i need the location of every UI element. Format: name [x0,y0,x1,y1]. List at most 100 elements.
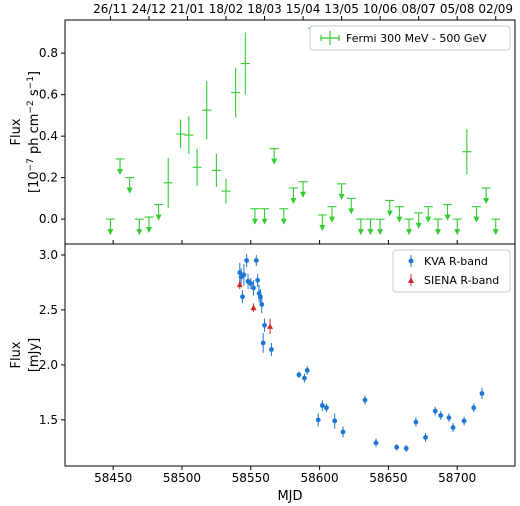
kva-point [471,403,477,413]
top-y-tick-label: 0.8 [39,46,58,60]
kva-point [253,254,259,266]
bottom-y-label-line2: [mJy] [27,338,42,372]
top-legend-box [309,25,511,51]
date-tick-label: 18/03 [247,2,282,16]
kva-point [479,387,485,399]
kva-point [319,400,325,412]
kva-marker [332,418,338,424]
kva-legend-label: KVA R-band [424,255,488,268]
kva-point [260,333,266,353]
x-tick-label: 58650 [369,471,407,485]
fermi-ul-arrow-head [280,218,287,225]
kva-marker [324,405,329,411]
siena-legend-label: SIENA R-band [424,274,499,287]
kva-marker [362,397,368,403]
kva-point [362,395,368,405]
fermi-upper-limit [394,206,404,223]
fermi-ul-arrow-head [348,208,355,215]
fermi-ul-arrow-head [483,198,490,204]
bottom-legend: KVA R-band SIENA R-band [392,249,511,293]
kva-marker [251,285,256,291]
fermi-ul-arrow-head [386,210,393,217]
fermi-upper-limit [279,208,289,225]
kva-marker [479,391,485,396]
kva-point [461,416,467,426]
fermi-upper-limit [481,187,491,204]
kva-point [315,413,321,427]
fermi-point [231,67,241,118]
fermi-upper-limit [366,218,376,236]
kva-marker [340,429,346,435]
kva-marker [413,419,419,425]
fermi-ul-arrow-head [300,191,307,198]
kva-point [332,413,338,429]
fermi-ul-arrow-head [290,198,297,204]
siena-marker [267,323,274,329]
fermi-ul-arrow-head [444,214,451,221]
fermi-ul-arrow-head [126,187,133,194]
siena-point [236,280,243,290]
fermi-upper-limit [337,183,347,200]
siena-point [267,318,274,335]
fermi-ul-arrow-head [117,168,124,175]
kva-point [248,278,254,290]
kva-point [446,413,452,423]
kva-point [450,423,456,432]
fermi-ul-arrow-head [377,229,384,236]
kva-point [241,263,247,286]
kva-point [373,438,379,448]
kva-marker [450,425,456,430]
fermi-upper-limit [298,181,308,198]
kva-marker [394,444,400,450]
bottom-panel-frame [64,243,516,467]
fermi-ul-arrow-head [271,158,278,165]
fermi-upper-limit [105,218,115,236]
kva-marker [373,440,379,446]
kva-marker [241,272,247,278]
fermi-ul-arrow-head [406,229,413,236]
kva-point [403,445,409,452]
fermi-point [192,148,202,186]
fermi-ul-arrow-head [425,216,432,223]
siena-legend-marker [408,274,414,286]
shared-x-ticks [112,240,458,470]
x-tick-label: 58500 [163,471,201,485]
fermi-ul-arrow-head [107,229,114,236]
date-tick-label: 26/11 [93,2,128,16]
top-y-tick-label: 0.2 [39,171,58,185]
fermi-upper-limit [288,187,298,204]
kva-marker [302,375,307,381]
fermi-upper-limit [134,218,144,236]
kva-point [438,411,444,420]
fermi-ul-arrow-head [367,229,374,236]
kva-marker [423,435,428,440]
fermi-legend-label: Fermi 300 MeV - 500 GeV [346,32,487,45]
kva-marker [255,277,261,283]
fermi-upper-limit [250,208,260,225]
kva-point [394,444,400,451]
fermi-upper-limit [154,204,164,221]
fermi-upper-limit [144,216,154,234]
x-axis-label: MJD [277,489,302,504]
fermi-ul-arrow-head [454,229,461,236]
fermi-upper-limit [385,199,395,217]
top-legend: Fermi 300 MeV - 500 GeV [309,25,511,51]
fermi-point [176,119,186,149]
kva-point [251,280,256,296]
date-tick-label: 02/09 [478,2,513,16]
kva-marker [259,302,265,307]
bottom-legend-box [392,249,511,293]
bottom-y-label-line1: Flux [9,341,24,368]
bottom-y-tick-label: 2.5 [39,303,58,317]
kva-marker [471,405,477,411]
kva-point [324,403,329,413]
kva-point [423,433,428,442]
top-date-axis: 26/11 24/12 21/01 18/02 18/03 15/04 13/05 10/06… [93,2,513,20]
bottom-y-axis: 1.5 2.0 2.5 3.0 [39,248,65,427]
top-y-tick-label: 0.6 [39,88,58,102]
top-y-axis: 0.0 0.2 0.4 0.6 0.8 [39,46,65,226]
top-y-tick-label: 0.4 [39,129,58,143]
fermi-upper-limit [346,197,356,215]
fermi-point [221,178,231,204]
kva-marker [432,408,438,414]
